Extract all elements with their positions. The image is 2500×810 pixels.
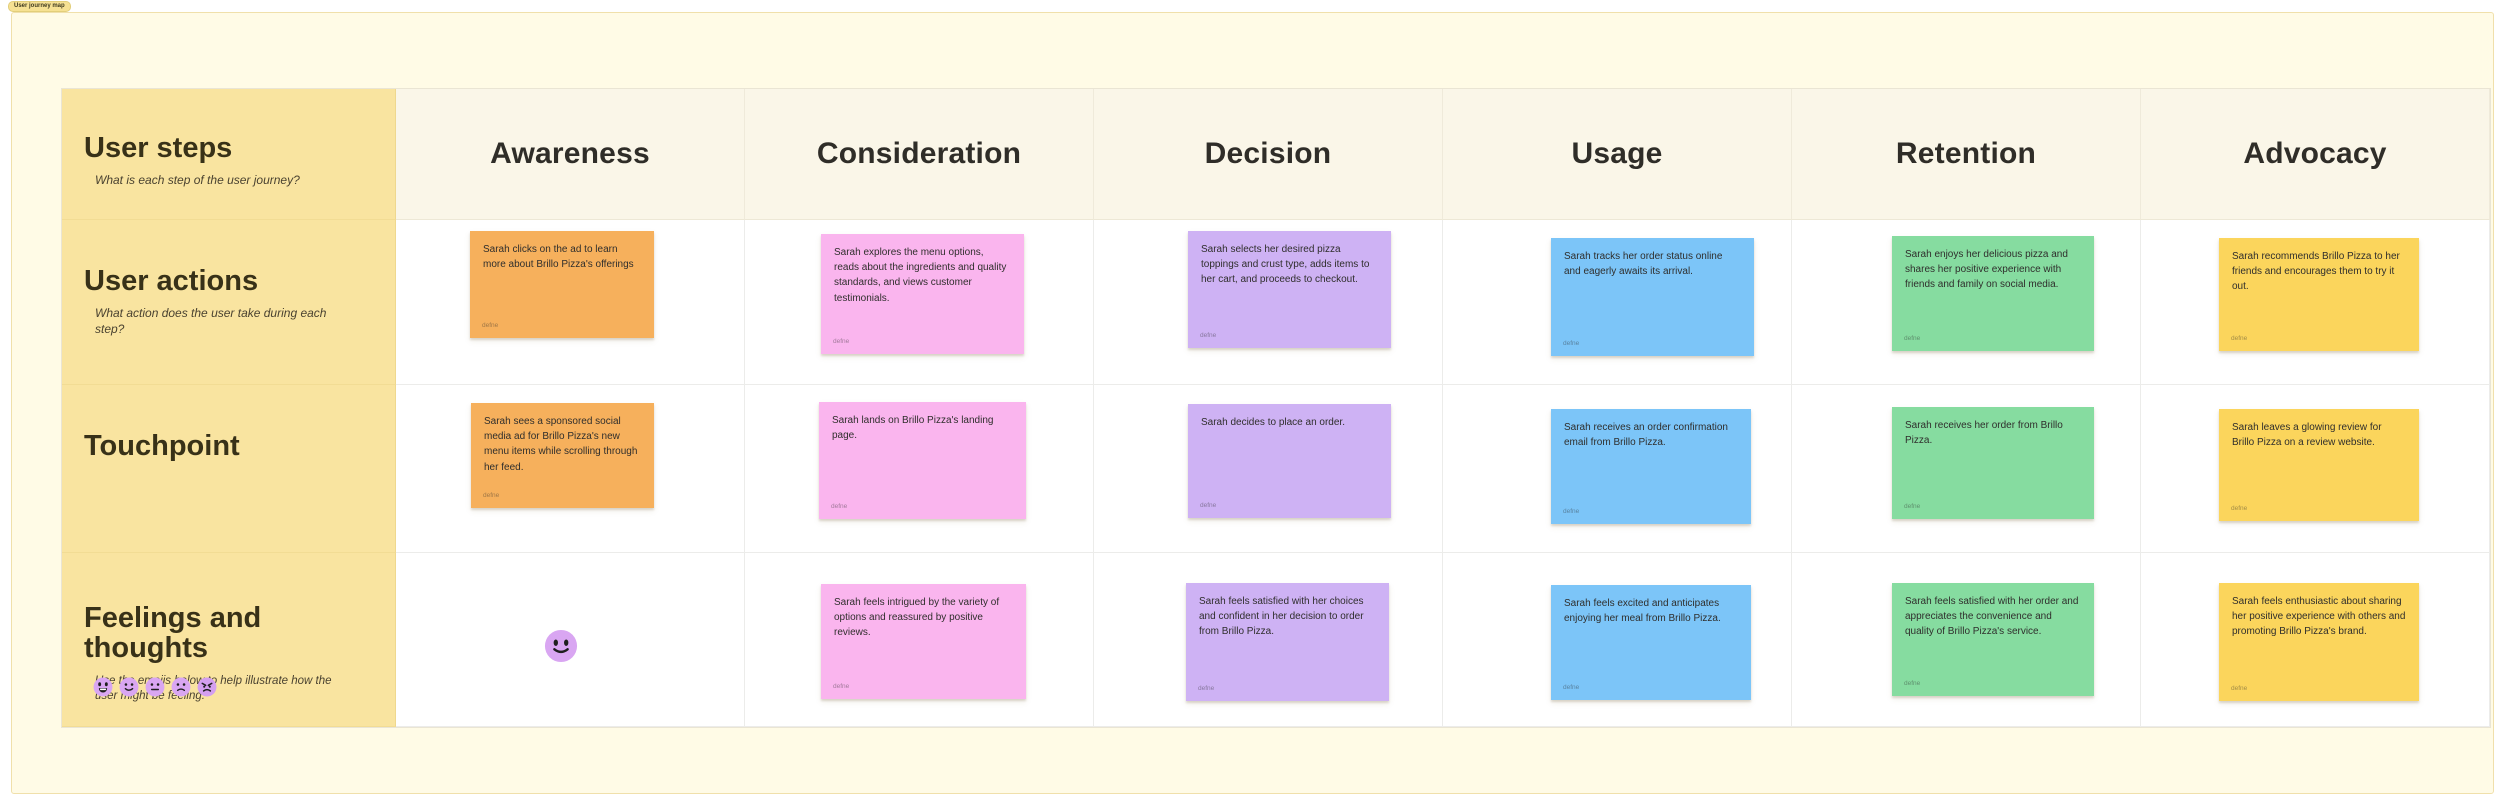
sticky-note-author: defne <box>1563 508 1580 516</box>
sticky-note[interactable]: Sarah tracks her order status online and… <box>1551 238 1754 356</box>
sticky-note-author: defne <box>1563 340 1580 348</box>
sticky-note-text: Sarah lands on Brillo Pizza's landing pa… <box>832 415 994 442</box>
journey-map-canvas: User steps What is each step of the user… <box>11 12 2494 794</box>
sticky-note[interactable]: Sarah feels intrigued by the variety of … <box>821 584 1026 699</box>
sticky-note-text: Sarah decides to place an order. <box>1201 417 1345 428</box>
emoji-palette <box>93 677 217 697</box>
sticky-note-author: defne <box>1563 684 1580 692</box>
column-header-awareness[interactable]: Awareness <box>396 89 745 220</box>
row-label-touchpoint[interactable]: Touchpoint <box>62 385 396 553</box>
sticky-note-author: defne <box>482 322 499 330</box>
sticky-note-text: Sarah feels satisfied with her order and… <box>1905 596 2079 638</box>
sticky-note-author: defne <box>833 338 850 346</box>
corner-subtitle: What is each step of the user journey? <box>95 173 300 188</box>
cell-usage-feelings: Sarah feels excited and anticipates enjo… <box>1443 553 1792 727</box>
sticky-note-author: defne <box>1904 503 1921 511</box>
column-header-usage[interactable]: Usage <box>1443 89 1792 220</box>
journey-table: User steps What is each step of the user… <box>61 88 2491 728</box>
section-label-badge[interactable]: User journey map <box>8 1 71 13</box>
sticky-note[interactable]: Sarah feels enthusiastic about sharing h… <box>2219 583 2419 701</box>
cell-advocacy-user-actions: Sarah recommends Brillo Pizza to her fri… <box>2141 220 2490 385</box>
cell-consideration-user-actions: Sarah explores the menu options, reads a… <box>745 220 1094 385</box>
sticky-note[interactable]: Sarah enjoys her delicious pizza and sha… <box>1892 236 2094 351</box>
sticky-note-author: defne <box>2231 335 2248 343</box>
sticky-note-text: Sarah recommends Brillo Pizza to her fri… <box>2232 251 2400 293</box>
sticky-note-text: Sarah feels satisfied with her choices a… <box>1199 596 1364 638</box>
sticky-note[interactable]: Sarah decides to place an order. defne <box>1188 404 1391 518</box>
sticky-note[interactable]: Sarah feels excited and anticipates enjo… <box>1551 585 1751 700</box>
sticky-note[interactable]: Sarah feels satisfied with her order and… <box>1892 583 2094 696</box>
sticky-note-text: Sarah enjoys her delicious pizza and sha… <box>1905 249 2068 291</box>
sticky-note-text: Sarah tracks her order status online and… <box>1564 251 1723 278</box>
sticky-note-text: Sarah receives her order from Brillo Piz… <box>1905 420 2063 447</box>
sticky-note-author: defne <box>831 503 848 511</box>
sticky-note-author: defne <box>1904 335 1921 343</box>
cell-decision-feelings: Sarah feels satisfied with her choices a… <box>1094 553 1443 727</box>
column-header-consideration[interactable]: Consideration <box>745 89 1094 220</box>
cell-usage-user-actions: Sarah tracks her order status online and… <box>1443 220 1792 385</box>
column-header-decision[interactable]: Decision <box>1094 89 1443 220</box>
sticky-note-text: Sarah feels enthusiastic about sharing h… <box>2232 596 2406 638</box>
corner-title: User steps <box>84 132 233 164</box>
cell-retention-user-actions: Sarah enjoys her delicious pizza and sha… <box>1792 220 2141 385</box>
sticky-note[interactable]: Sarah recommends Brillo Pizza to her fri… <box>2219 238 2419 351</box>
sticky-note[interactable]: Sarah lands on Brillo Pizza's landing pa… <box>819 402 1026 519</box>
sticky-note-author: defne <box>1198 685 1215 693</box>
sticky-note[interactable]: Sarah receives an order confirmation ema… <box>1551 409 1751 524</box>
sticky-note-text: Sarah sees a sponsored social media ad f… <box>484 416 638 473</box>
sticky-note-text: Sarah feels intrigued by the variety of … <box>834 597 1000 639</box>
row-label-feelings-and-thoughts[interactable]: Feelings and thoughts Use the emojis bel… <box>62 553 396 727</box>
cell-usage-touchpoint: Sarah receives an order confirmation ema… <box>1443 385 1792 553</box>
sticky-note-author: defne <box>1904 680 1921 688</box>
cell-retention-feelings: Sarah feels satisfied with her order and… <box>1792 553 2141 727</box>
sticky-note[interactable]: Sarah receives her order from Brillo Piz… <box>1892 407 2094 519</box>
grinning-face-icon[interactable] <box>93 677 113 697</box>
sticky-note-text: Sarah leaves a glowing review for Brillo… <box>2232 422 2382 449</box>
column-header-retention[interactable]: Retention <box>1792 89 2141 220</box>
sticky-note-text: Sarah clicks on the ad to learn more abo… <box>483 244 634 271</box>
cell-retention-touchpoint: Sarah receives her order from Brillo Piz… <box>1792 385 2141 553</box>
sticky-note[interactable]: Sarah feels satisfied with her choices a… <box>1186 583 1389 701</box>
cell-decision-touchpoint: Sarah decides to place an order. defne <box>1094 385 1443 553</box>
cell-awareness-user-actions: Sarah clicks on the ad to learn more abo… <box>396 220 745 385</box>
cell-consideration-feelings: Sarah feels intrigued by the variety of … <box>745 553 1094 727</box>
sticky-note[interactable]: Sarah sees a sponsored social media ad f… <box>471 403 654 508</box>
cell-advocacy-feelings: Sarah feels enthusiastic about sharing h… <box>2141 553 2490 727</box>
sticky-note-text: Sarah selects her desired pizza toppings… <box>1201 244 1370 286</box>
sticky-note-author: defne <box>483 492 500 500</box>
cell-advocacy-touchpoint: Sarah leaves a glowing review for Brillo… <box>2141 385 2490 553</box>
cell-decision-user-actions: Sarah selects her desired pizza toppings… <box>1094 220 1443 385</box>
sticky-note-author: defne <box>2231 685 2248 693</box>
column-header-advocacy[interactable]: Advocacy <box>2141 89 2490 220</box>
neutral-face-icon[interactable] <box>145 677 165 697</box>
sticky-note[interactable]: Sarah explores the menu options, reads a… <box>821 234 1024 354</box>
sticky-note-author: defne <box>833 683 850 691</box>
sticky-note-text: Sarah receives an order confirmation ema… <box>1564 422 1728 449</box>
sticky-note-author: defne <box>1200 502 1217 510</box>
sticky-note[interactable]: Sarah leaves a glowing review for Brillo… <box>2219 409 2419 521</box>
cell-awareness-touchpoint: Sarah sees a sponsored social media ad f… <box>396 385 745 553</box>
cell-awareness-feelings <box>396 553 745 727</box>
row-label-user-actions[interactable]: User actions What action does the user t… <box>62 220 396 385</box>
angry-face-icon[interactable] <box>197 677 217 697</box>
slightly-smiling-face-icon[interactable] <box>119 677 139 697</box>
frowning-face-icon[interactable] <box>171 677 191 697</box>
sticky-note-text: Sarah feels excited and anticipates enjo… <box>1564 598 1721 625</box>
slightly-smiling-face-sticker[interactable] <box>544 629 578 663</box>
sticky-note-author: defne <box>1200 332 1217 340</box>
sticky-note-text: Sarah explores the menu options, reads a… <box>834 247 1007 304</box>
sticky-note[interactable]: Sarah clicks on the ad to learn more abo… <box>470 231 654 338</box>
corner-cell-user-steps[interactable]: User steps What is each step of the user… <box>62 89 396 220</box>
sticky-note-author: defne <box>2231 505 2248 513</box>
sticky-note[interactable]: Sarah selects her desired pizza toppings… <box>1188 231 1391 348</box>
cell-consideration-touchpoint: Sarah lands on Brillo Pizza's landing pa… <box>745 385 1094 553</box>
